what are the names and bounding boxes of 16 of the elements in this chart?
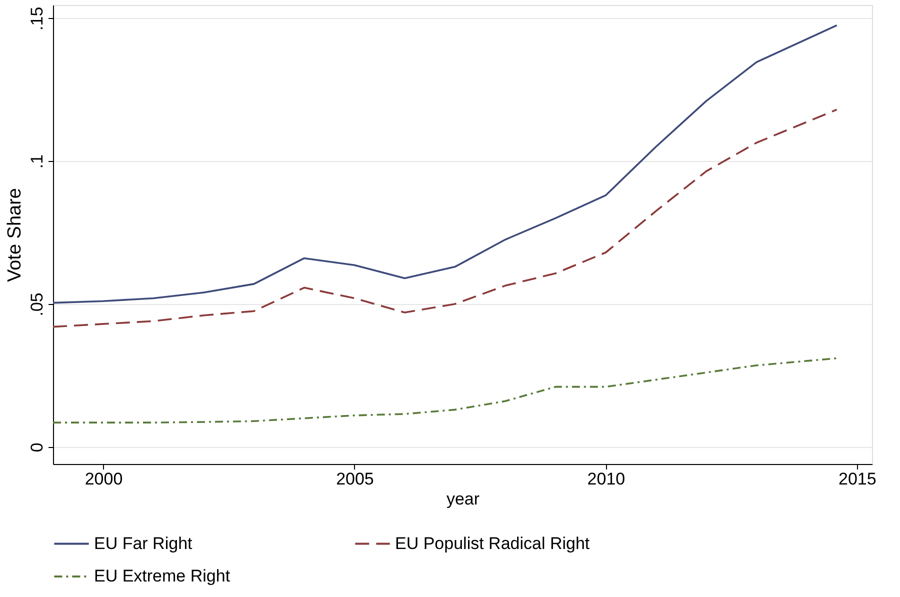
y-tick-label: .05 [28, 292, 46, 316]
x-tick-label: 2005 [336, 470, 374, 488]
y-tick-label: 0 [28, 442, 46, 452]
line-series [53, 357, 838, 424]
x-tick-label: 2015 [838, 470, 876, 488]
x-axis-title: year [446, 490, 480, 508]
y-tick-label: .15 [28, 6, 46, 30]
line-series [53, 108, 838, 328]
y-tick-label: .1 [28, 154, 46, 169]
legend-label: EU Populist Radical Right [395, 534, 590, 553]
x-tick-label: 2010 [587, 470, 626, 488]
x-tick-label: 2000 [84, 470, 123, 488]
legend-label: EU Extreme Right [94, 566, 230, 586]
line-series [53, 24, 838, 304]
legend-label: EU Far Right [94, 534, 193, 553]
y-axis-title: Vote Share [4, 188, 26, 282]
